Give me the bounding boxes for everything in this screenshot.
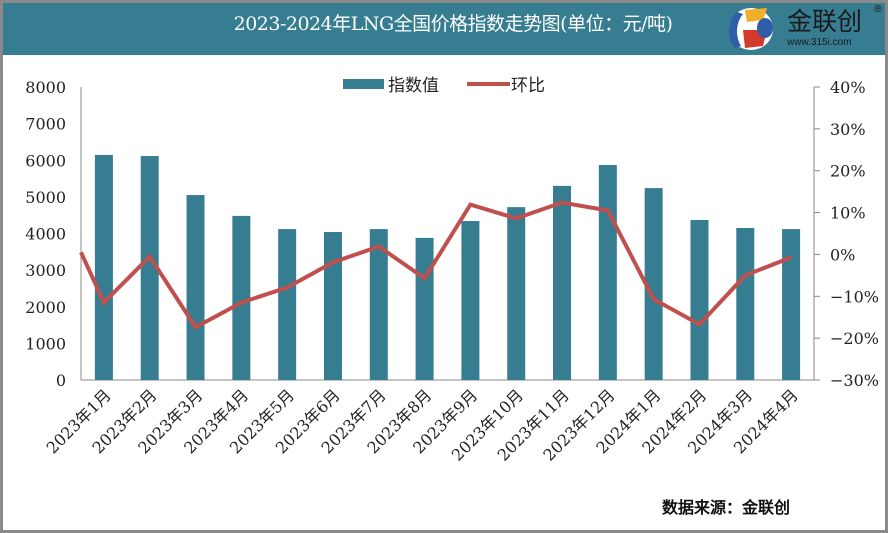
right-tick-label: 0%	[830, 245, 855, 264]
line-series	[79, 200, 792, 330]
right-tick-label: 40%	[830, 78, 866, 97]
bar	[94, 154, 113, 380]
brand-logo: 金联创 www.315i.com ®	[723, 4, 885, 52]
bar	[278, 229, 297, 380]
bar	[690, 219, 709, 380]
logo-url: www.315i.com	[787, 37, 852, 48]
left-tick-label: 1000	[25, 334, 66, 353]
title-band: 2023-2024年LNG全国价格指数走势图(单位：元/吨) 金联创 www.3…	[3, 3, 885, 55]
bar	[232, 215, 251, 380]
right-axis: −30% −20% −10% 0% 10% 20% 30% 40%	[813, 78, 879, 390]
bar-series	[94, 154, 801, 380]
right-tick-label: 30%	[830, 120, 866, 139]
bar	[415, 237, 434, 380]
left-tick-label: 6000	[25, 151, 66, 170]
chart-title: 2023-2024年LNG全国价格指数走势图(单位：元/吨)	[233, 13, 673, 35]
right-tick-label: −20%	[830, 329, 879, 348]
bar	[507, 207, 526, 380]
legend-label-line: 环比	[511, 76, 545, 96]
left-tick-label: 5000	[25, 188, 66, 207]
bar	[461, 221, 480, 380]
left-tick-label: 0	[56, 371, 66, 390]
left-tick-label: 3000	[25, 261, 66, 280]
left-tick-label: 4000	[25, 225, 66, 244]
legend: 指数值 环比	[343, 76, 545, 96]
bar	[553, 185, 572, 380]
bar	[369, 229, 388, 380]
right-tick-label: 20%	[830, 162, 866, 181]
legend-swatch-bar	[343, 79, 384, 89]
left-tick-label: 8000	[25, 78, 66, 97]
right-tick-label: −30%	[830, 371, 879, 390]
bar	[782, 229, 801, 380]
right-tick-label: 10%	[830, 204, 866, 223]
right-tick-label: −10%	[830, 287, 879, 306]
bar	[736, 228, 755, 380]
bar	[186, 195, 205, 380]
left-tick-label: 2000	[25, 298, 66, 317]
bar	[323, 232, 342, 380]
bar	[644, 188, 663, 380]
bar	[598, 165, 617, 380]
data-source: 数据来源：金联创	[662, 498, 791, 517]
x-axis-labels: 2023年1月2023年2月2023年3月2023年4月2023年5月2023年…	[43, 385, 802, 464]
legend-label-bar: 指数值	[388, 76, 439, 96]
left-tick-label: 7000	[25, 115, 66, 134]
bar	[140, 156, 159, 380]
logo-name: 金联创	[787, 7, 863, 36]
logo-mark-icon	[728, 8, 773, 50]
registered-mark: ®	[873, 4, 883, 15]
